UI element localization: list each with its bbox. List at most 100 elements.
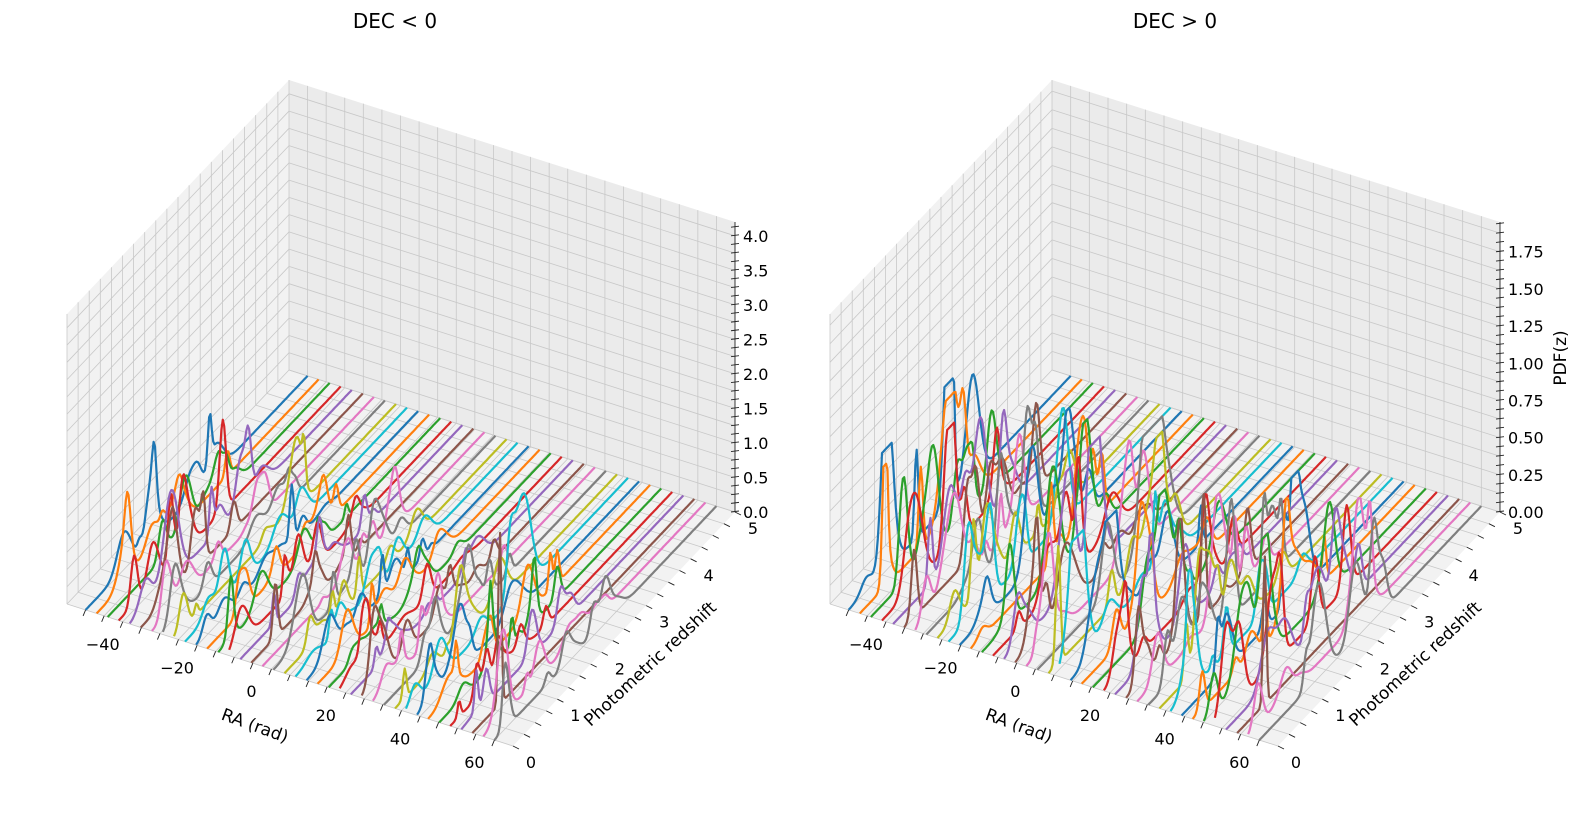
y-tick-mark <box>601 651 609 656</box>
back-wall-grid-line <box>1051 351 1501 494</box>
x-tick-mark <box>1069 680 1074 688</box>
y-tick-mark <box>579 675 586 680</box>
pdf-series-17 <box>261 431 486 667</box>
x-tick-mark <box>1256 739 1260 747</box>
back-wall-grid-line <box>288 300 736 444</box>
z-tick-mark <box>1495 501 1505 504</box>
y-tick-mark <box>1410 605 1418 610</box>
y-tick-mark <box>1388 628 1396 633</box>
pdf-series-13 <box>217 417 442 653</box>
z-tick-label: 0.25 <box>1508 466 1544 485</box>
z-tick-mark <box>1495 296 1505 299</box>
back-wall-grid-line <box>288 93 736 237</box>
z-tick-mark <box>730 286 740 289</box>
z-tick-mark <box>730 389 740 392</box>
pdf-series-23 <box>1092 452 1316 689</box>
left-wall-grid-line <box>66 317 290 553</box>
back-wall-grid-line <box>1051 276 1501 420</box>
z-tick-mark <box>730 510 740 513</box>
z-tick-mark <box>1495 417 1505 420</box>
pdf-series-8 <box>161 399 386 633</box>
y-tick-mark <box>1488 523 1496 528</box>
y-tick-label: 5 <box>1513 519 1523 538</box>
pdf-curves <box>84 375 718 741</box>
y-tick-label: 3 <box>659 613 669 632</box>
z-tick-label: 3.5 <box>743 261 768 280</box>
y-tick-label: 5 <box>748 519 758 538</box>
left-wall-grid-line <box>829 90 1053 326</box>
y-tick-mark <box>612 640 620 645</box>
pdf-series-4 <box>117 385 342 622</box>
y-tick-label: 4 <box>704 566 714 585</box>
z-tick-mark <box>730 225 740 228</box>
x-tick-mark <box>957 645 962 652</box>
z-tick-label: 1.50 <box>1508 280 1544 299</box>
z-tick-label: 1.0 <box>743 434 768 453</box>
x-tick-mark <box>864 615 868 623</box>
z-tick-mark <box>1495 250 1505 253</box>
z-tick-mark <box>1495 343 1505 346</box>
left-wall-grid-line <box>66 128 290 363</box>
back-wall-grid-line <box>1051 295 1501 439</box>
y-tick-mark <box>1399 616 1407 621</box>
x-tick-label: 20 <box>1080 706 1100 725</box>
z-tick-mark <box>1495 268 1505 271</box>
left-wall-grid-line <box>66 248 290 484</box>
left-wall-grid-line <box>829 258 1053 493</box>
y-tick-label: 2 <box>615 659 625 678</box>
chart-title: DEC < 0 <box>353 9 437 33</box>
x-tick-mark <box>175 639 179 646</box>
pdf-series-23 <box>327 452 552 689</box>
x-tick-mark <box>1107 692 1111 699</box>
pdf-series-7 <box>151 396 375 632</box>
x-tick-mark <box>398 710 402 717</box>
x-tick-mark <box>1200 722 1204 729</box>
z-tick-mark <box>1495 306 1505 308</box>
pdf-series-10 <box>947 406 1172 643</box>
z-tick-mark <box>1495 222 1505 225</box>
chart-title: DEC > 0 <box>1133 9 1217 33</box>
z-tick-mark <box>1495 454 1505 457</box>
z-tick-mark <box>1495 491 1505 494</box>
y-tick-mark <box>645 605 653 610</box>
y-tick-mark <box>1466 546 1473 551</box>
z-tick-mark <box>730 458 740 461</box>
left-wall-grid-line <box>829 109 1053 345</box>
z-tick-mark <box>1495 241 1505 243</box>
x-tick-mark <box>361 698 365 705</box>
x-tick-mark <box>491 739 495 747</box>
z-tick-mark <box>730 432 740 435</box>
z-tick-mark <box>730 337 740 340</box>
z-tick-mark <box>730 363 740 366</box>
y-tick-mark <box>723 523 731 528</box>
z-tick-mark <box>1495 231 1505 234</box>
back-wall-grid-line <box>1051 165 1501 308</box>
x-tick-mark <box>268 668 272 676</box>
left-wall-grid-line <box>66 369 290 605</box>
y-tick-mark <box>1422 593 1429 598</box>
z-axis-label: PDF(z) <box>1551 330 1571 385</box>
z-tick-label: 1.00 <box>1508 354 1544 373</box>
y-tick-mark <box>1311 710 1318 715</box>
z-tick-label: 4.0 <box>743 227 768 246</box>
pdf-series-18 <box>1036 415 1261 671</box>
z-tick-mark <box>730 406 740 409</box>
z-tick-mark <box>730 277 740 280</box>
pdf-series-10 <box>184 406 408 643</box>
pdf-series-5 <box>892 389 1116 625</box>
pdf-series-12 <box>969 413 1194 650</box>
z-tick-mark <box>730 355 740 358</box>
back-wall-grid-line <box>1051 202 1501 346</box>
x-tick-mark <box>883 621 887 628</box>
x-tick-mark <box>231 657 235 664</box>
back-wall-grid-line <box>1051 183 1501 327</box>
x-tick-mark <box>454 728 458 735</box>
back-wall-grid-line <box>1051 258 1501 401</box>
y-tick-mark <box>712 534 720 539</box>
back-wall-grid-line <box>288 352 736 496</box>
x-tick-mark <box>901 627 906 634</box>
pdf-series-30 <box>404 477 629 709</box>
z-tick-mark <box>1495 389 1505 392</box>
z-tick-mark <box>730 294 740 297</box>
